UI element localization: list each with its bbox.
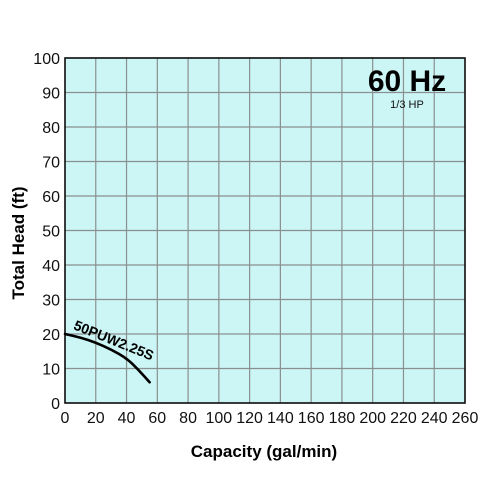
- x-tick-label: 180: [329, 410, 356, 427]
- y-tick-label: 70: [42, 155, 60, 172]
- x-tick-label: 20: [87, 410, 105, 427]
- x-tick-label: 0: [61, 410, 70, 427]
- x-axis-label: Capacity (gal/min): [191, 442, 337, 461]
- x-tick-label: 80: [179, 410, 197, 427]
- x-tick-label: 260: [452, 410, 479, 427]
- y-tick-label: 10: [42, 362, 60, 379]
- horsepower-subtitle: 1/3 HP: [390, 99, 424, 111]
- x-tick-label: 160: [298, 410, 325, 427]
- plot-frame: [64, 57, 466, 404]
- y-tick-label: 60: [42, 189, 60, 206]
- x-tick-label: 120: [236, 410, 263, 427]
- x-tick-label: 40: [118, 410, 136, 427]
- y-tick-label: 0: [51, 396, 60, 413]
- y-tick-label: 50: [42, 224, 60, 241]
- y-tick-labels: 0 10 20 30 40 50 60 70 80 90 100: [33, 51, 60, 413]
- y-tick-label: 100: [33, 51, 60, 68]
- y-axis-label: Total Head (ft): [9, 186, 28, 299]
- x-tick-label: 240: [421, 410, 448, 427]
- x-tick-label: 220: [390, 410, 417, 427]
- x-tick-label: 200: [359, 410, 386, 427]
- x-tick-label: 140: [267, 410, 294, 427]
- y-tick-label: 30: [42, 293, 60, 310]
- series-line: [63, 332, 151, 384]
- x-tick-label: 100: [205, 410, 232, 427]
- y-tick-label: 90: [42, 86, 60, 103]
- y-tick-label: 80: [42, 120, 60, 137]
- frequency-title: 60 Hz: [368, 65, 446, 98]
- y-tick-label: 20: [42, 327, 60, 344]
- x-tick-labels: 0 20 40 60 80 100 120 140 160 180 200 220 240 260: [61, 410, 479, 427]
- y-tick-label: 40: [42, 258, 60, 275]
- x-tick-label: 60: [148, 410, 166, 427]
